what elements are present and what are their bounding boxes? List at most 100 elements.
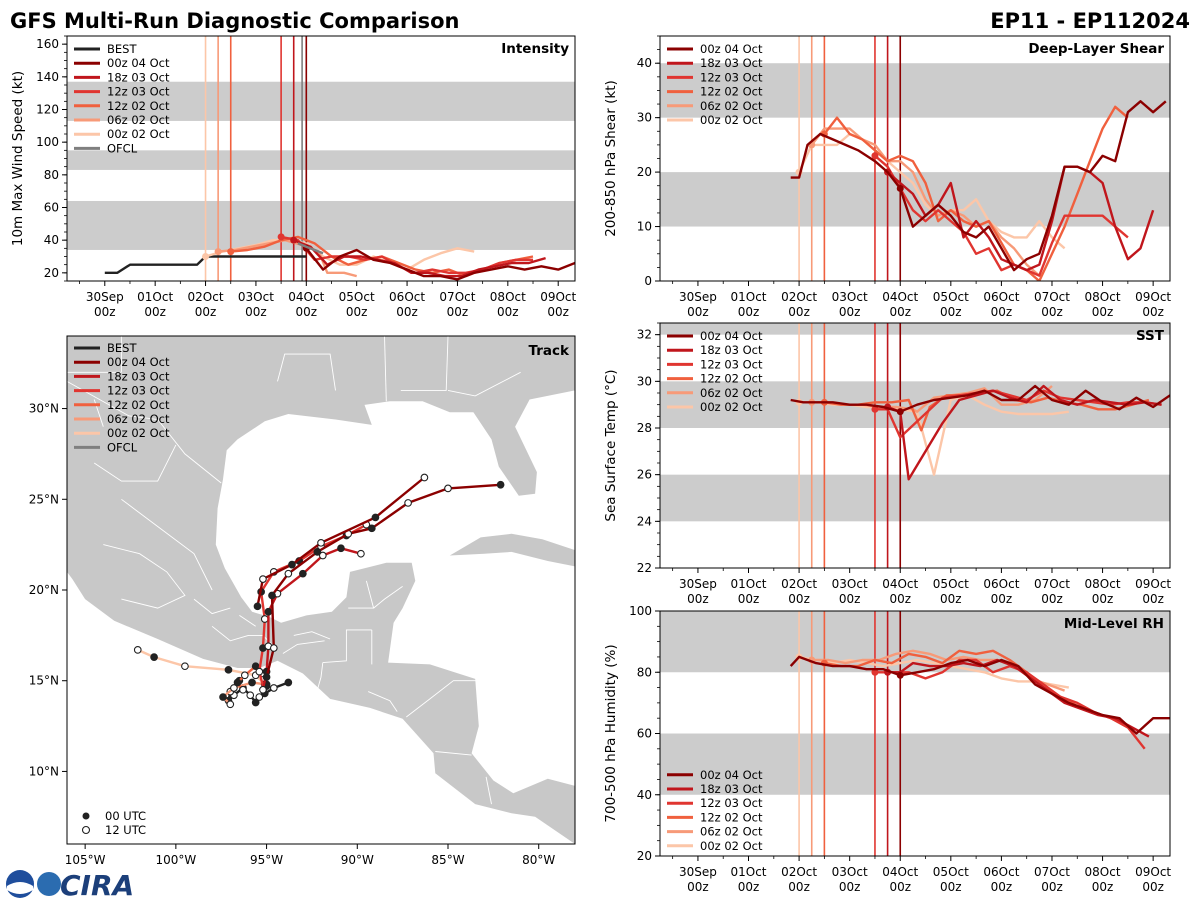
x-tick-label-date: 07Oct bbox=[1034, 577, 1070, 591]
x-tick-label-hour: 00z bbox=[889, 880, 911, 894]
panel-title: Deep-Layer Shear bbox=[1028, 41, 1164, 57]
track-point-00utc bbox=[284, 678, 293, 687]
track-point-00utc bbox=[337, 544, 345, 553]
x-tick-label-date: 07Oct bbox=[439, 290, 475, 304]
legend-label-06z-02-oct: 06z 02 Oct bbox=[107, 113, 170, 127]
init-point-18z-03-oct bbox=[290, 236, 298, 244]
y-tick-label: 24 bbox=[637, 514, 652, 528]
legend-label-00z-04-oct: 00z 04 Oct bbox=[107, 355, 170, 369]
state-border bbox=[400, 336, 449, 391]
track-point-12utc bbox=[230, 684, 238, 692]
x-tick-label-date: 04Oct bbox=[882, 290, 918, 304]
threshold-band bbox=[660, 474, 1170, 522]
legend-label-00z-02-oct: 00z 02 Oct bbox=[700, 113, 763, 127]
state-border bbox=[316, 662, 324, 690]
state-border bbox=[282, 640, 325, 654]
init-point-12z-03-oct bbox=[871, 668, 879, 676]
x-tick-label-hour: 00z bbox=[346, 305, 368, 319]
jamaica-land bbox=[575, 608, 608, 632]
legend-label-06z-02-oct: 06z 02 Oct bbox=[700, 386, 763, 400]
series-line-00z-02-oct bbox=[798, 655, 1070, 689]
x-tick-label-hour: 00z bbox=[1142, 592, 1164, 606]
track-point-12utc bbox=[255, 693, 264, 701]
x-tick-label-date: 02Oct bbox=[781, 865, 817, 879]
series-line-12z-03-oct bbox=[874, 154, 1129, 277]
track-point-12utc bbox=[133, 646, 142, 654]
track-point-12utc bbox=[317, 538, 325, 547]
x-tick-label-date: 09Oct bbox=[1135, 865, 1171, 879]
track-point-00utc bbox=[219, 693, 227, 701]
track-point-12utc bbox=[246, 691, 255, 700]
legend-label-18z-03-oct: 18z 03 Oct bbox=[700, 782, 763, 796]
x-tick-label-hour: 00z bbox=[940, 592, 962, 606]
x-tick-label-hour: 00z bbox=[296, 305, 318, 319]
legend-label-12z-02-oct: 12z 02 Oct bbox=[107, 99, 170, 113]
lat-tick-label: 15°N bbox=[29, 674, 59, 688]
lat-tick-label: 10°N bbox=[29, 764, 59, 778]
init-point-00z-04-oct bbox=[896, 184, 904, 192]
x-tick-label-date: 08Oct bbox=[1085, 577, 1121, 591]
x-tick-label-hour: 00z bbox=[144, 305, 166, 319]
x-tick-label-hour: 00z bbox=[1041, 592, 1063, 606]
x-tick-label-date: 04Oct bbox=[882, 865, 918, 879]
track-point-00utc bbox=[288, 560, 296, 569]
y-tick-label: 100 bbox=[629, 604, 652, 618]
x-tick-label-hour: 00z bbox=[839, 880, 861, 894]
y-tick-label: 60 bbox=[44, 201, 59, 215]
series-line-00z-04-oct bbox=[790, 384, 1170, 413]
y-tick-label: 20 bbox=[637, 165, 652, 179]
state-border bbox=[277, 353, 336, 391]
series-line-best bbox=[104, 255, 307, 274]
track-point-12utc bbox=[226, 700, 235, 709]
legend-label-12z-02-oct: 12z 02 Oct bbox=[700, 810, 763, 824]
legend-label-12z-03-oct: 12z 03 Oct bbox=[107, 384, 170, 398]
state-border bbox=[368, 691, 398, 712]
figure-title: GFS Multi-Run Diagnostic Comparison bbox=[10, 9, 459, 33]
x-tick-label-hour: 00z bbox=[1041, 880, 1063, 894]
y-axis-label: 200-850 hPa Shear (kt) bbox=[603, 80, 619, 237]
state-border bbox=[373, 586, 403, 609]
x-tick-label-hour: 00z bbox=[396, 305, 418, 319]
logo-text: CIRA bbox=[60, 869, 134, 900]
bahamas-land bbox=[575, 467, 593, 494]
threshold-band bbox=[67, 81, 575, 121]
x-tick-label-date: 30Sep bbox=[86, 290, 124, 304]
track-point-00utc bbox=[224, 665, 233, 674]
init-point-00z-02-oct bbox=[202, 253, 210, 260]
y-tick-label: 10 bbox=[637, 220, 652, 234]
x-tick-label-date: 08Oct bbox=[490, 290, 526, 304]
threshold-band bbox=[67, 150, 575, 170]
track-point-12utc bbox=[181, 662, 189, 671]
x-tick-label-hour: 00z bbox=[788, 592, 810, 606]
legend-label-12z-02-oct: 12z 02 Oct bbox=[700, 85, 763, 99]
series-line-00z-04-oct bbox=[305, 247, 575, 281]
x-tick-label-date: 09Oct bbox=[540, 290, 576, 304]
series-line-00z-04-oct bbox=[790, 100, 1167, 272]
x-tick-label-date: 02Oct bbox=[781, 290, 817, 304]
track-point-12utc bbox=[255, 667, 264, 676]
panel-title: Track bbox=[529, 343, 570, 359]
lon-tick-label: 100°W bbox=[155, 853, 196, 867]
legend-label-12z-03-oct: 12z 03 Oct bbox=[107, 85, 170, 99]
lat-tick-label: 20°N bbox=[29, 583, 59, 597]
state-border bbox=[322, 629, 372, 664]
y-tick-label: 160 bbox=[36, 37, 59, 51]
x-tick-label-hour: 00z bbox=[245, 305, 267, 319]
track-point-00utc bbox=[268, 591, 276, 600]
track-point-12utc bbox=[259, 685, 267, 694]
legend-label-00z-04-oct: 00z 04 Oct bbox=[700, 329, 763, 343]
track-point-12utc bbox=[239, 685, 247, 694]
x-tick-label-date: 06Oct bbox=[983, 290, 1019, 304]
x-tick-label-date: 30Sep bbox=[679, 865, 717, 879]
y-tick-label: 28 bbox=[637, 421, 652, 435]
init-point-12z-03-oct bbox=[871, 152, 879, 160]
track-point-00utc bbox=[248, 678, 256, 687]
legend-marker-12utc bbox=[81, 825, 91, 835]
track-line-00z-04-oct-b bbox=[256, 476, 426, 607]
x-tick-label-hour: 00z bbox=[195, 305, 217, 319]
x-tick-label-hour: 00z bbox=[687, 305, 709, 319]
panel-title: Intensity bbox=[501, 41, 569, 57]
threshold-band bbox=[67, 200, 575, 250]
legend-label-06z-02-oct: 06z 02 Oct bbox=[700, 99, 763, 113]
x-tick-label-date: 03Oct bbox=[832, 577, 868, 591]
